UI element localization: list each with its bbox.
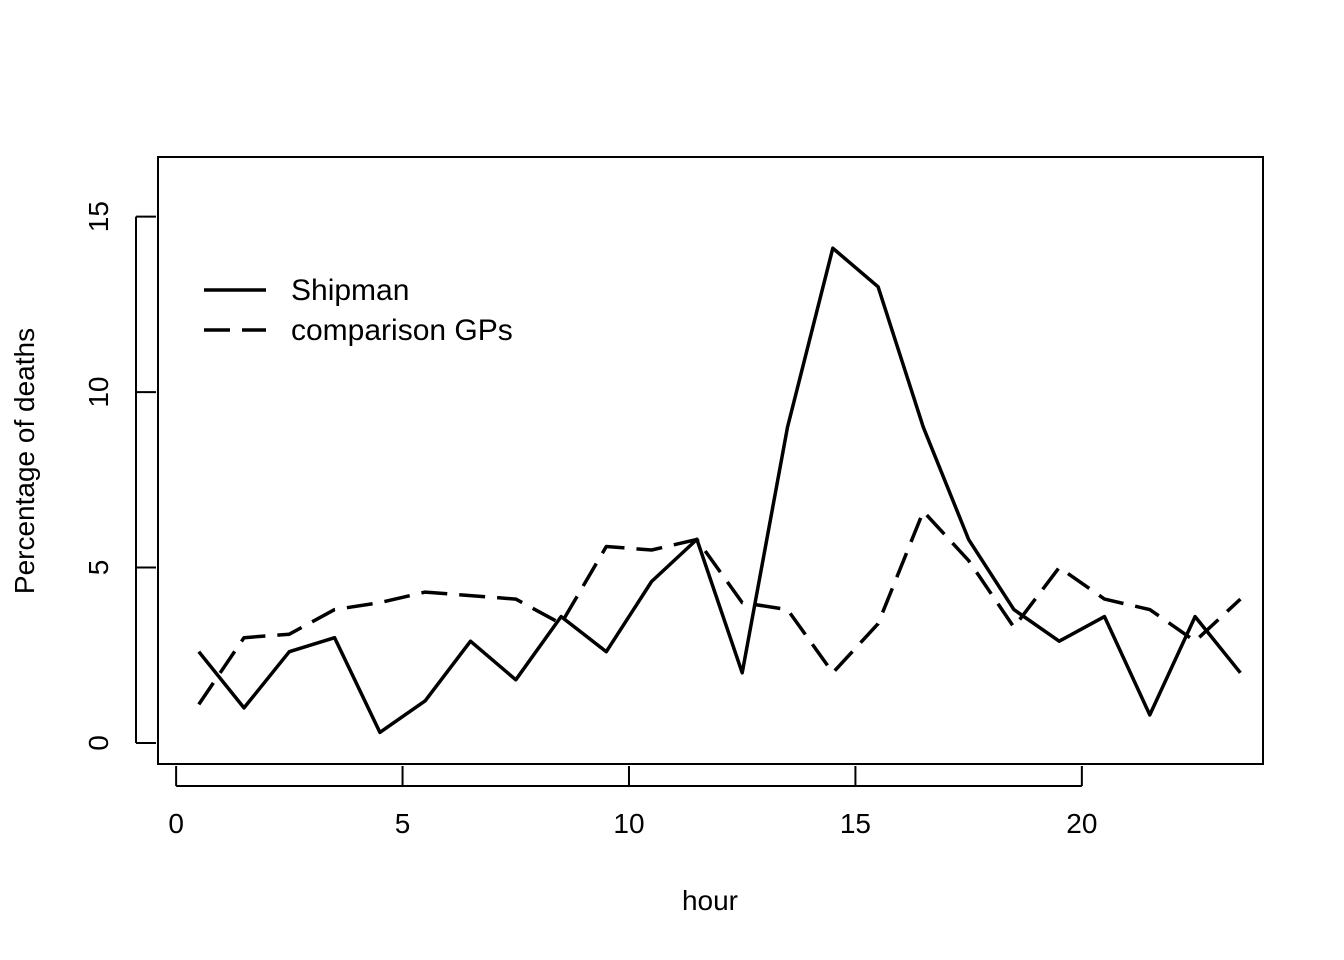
legend-label: Shipman [291, 274, 409, 307]
y-tick-label: 5 [83, 560, 114, 576]
x-tick-label: 20 [1066, 808, 1097, 839]
series-layer [197, 246, 1242, 735]
x-axis: 0 5 10 15 20 [168, 766, 1097, 839]
y-tick-label: 0 [83, 735, 114, 751]
y-axis: 0 5 10 15 [83, 201, 156, 751]
plot-box [157, 156, 1264, 765]
legend: Shipman comparison GPs [204, 274, 513, 347]
series-line-shipman [197, 246, 1242, 735]
y-tick-label: 15 [83, 201, 114, 232]
legend-label: comparison GPs [291, 314, 513, 347]
x-tick-label: 0 [168, 808, 184, 839]
x-tick-label: 5 [395, 808, 411, 839]
y-axis-label: Percentage of deaths [9, 328, 40, 594]
y-tick-label: 10 [83, 377, 114, 408]
x-axis-label: hour [682, 885, 738, 916]
series-line-comparison-gps [197, 509, 1242, 706]
x-tick-label: 10 [613, 808, 644, 839]
x-tick-label: 15 [840, 808, 871, 839]
